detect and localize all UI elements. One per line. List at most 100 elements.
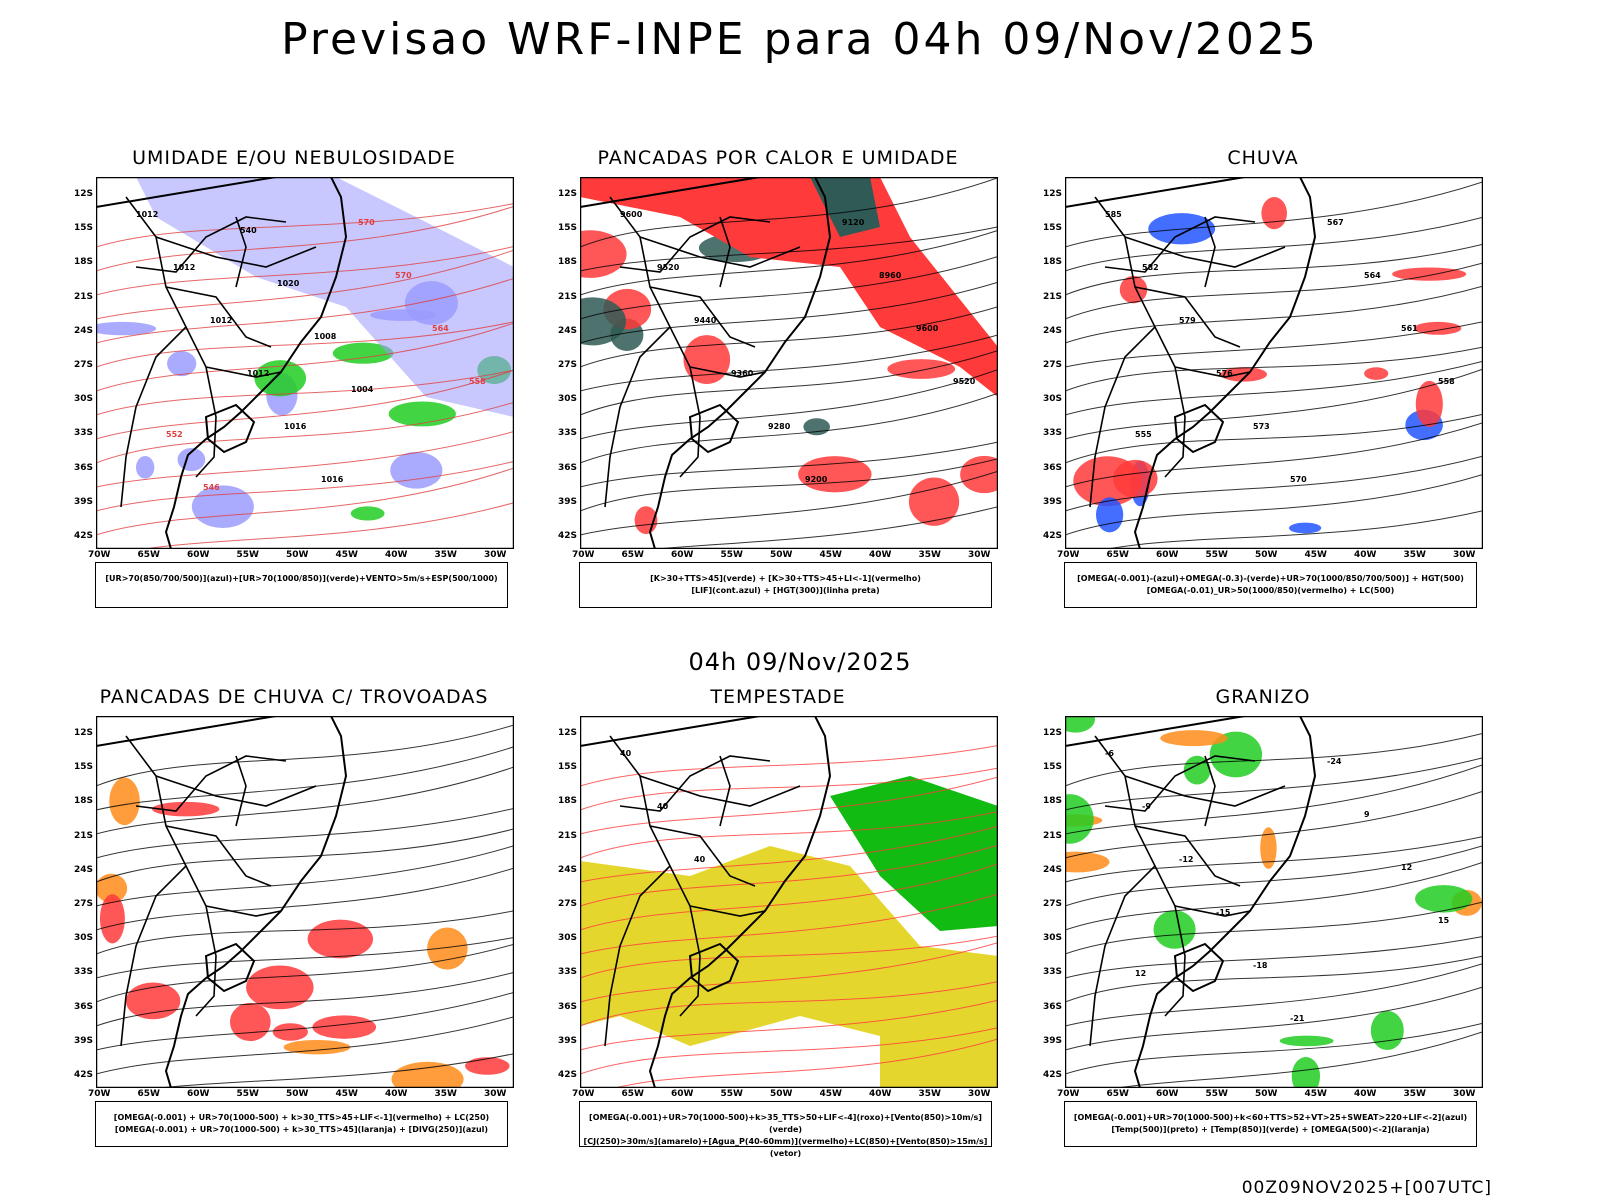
lon-tick-label: 45W: [1304, 550, 1327, 560]
lon-tick-label: 40W: [869, 1089, 892, 1099]
lat-tick-label: 21S: [558, 291, 578, 302]
lon-tick-label: 50W: [770, 1089, 793, 1099]
lon-tick-label: 60W: [1156, 1089, 1179, 1099]
lat-tick-label: 27S: [558, 360, 578, 370]
contour-label: 9520: [657, 263, 680, 272]
contour-label: -15: [1216, 908, 1231, 917]
panel-legend: [OMEGA(-0.001) + UR>70(1000-500) + k>30_…: [95, 1101, 508, 1147]
lat-tick-label: 15S: [1043, 762, 1063, 773]
lat-tick-label: 33S: [558, 967, 578, 978]
lon-tick-label: 65W: [621, 550, 644, 560]
geography: [96, 716, 348, 1088]
lat-tick-label: 15S: [74, 762, 94, 773]
legend-line: [Temp(500)](preto) + [Temp(850)](verde) …: [1111, 1125, 1430, 1134]
contour-label: 40: [657, 802, 669, 811]
contour-label: 9440: [694, 316, 717, 325]
lat-tick-label: 24S: [558, 864, 578, 875]
map-area: 1012 1012 1012 1012 1016 1016 570 570 564 558 552 5…: [96, 177, 514, 549]
contour-label: 1012: [210, 316, 232, 325]
lat-tick-label: 18S: [558, 796, 578, 807]
lat-tick-label: 12S: [1043, 728, 1063, 738]
panel-legend: [K>30+TTS>45](verde) + [K>30+TTS>45+LI<-…: [579, 562, 992, 608]
contour-label: 1008: [314, 332, 337, 341]
lat-tick-label: 33S: [74, 428, 94, 439]
contour-label: 1016: [284, 422, 307, 431]
contour-label: 1012: [173, 263, 195, 272]
legend-line: [UR>70(850/700/500)](azul)+[UR>70(1000/8…: [105, 574, 498, 583]
legend-line: [OMEGA(-0.001)-(azul)+OMEGA(-0.3)-(verde…: [1077, 574, 1464, 583]
lon-tick-label: 60W: [671, 1089, 694, 1099]
lat-tick-label: 39S: [1043, 1035, 1063, 1046]
lon-tick-label: 60W: [671, 550, 694, 560]
lat-tick-label: 33S: [74, 967, 94, 978]
lon-tick-label: 60W: [187, 1089, 210, 1099]
lon-tick-label: 30W: [968, 550, 991, 560]
contour-label: 1020: [277, 279, 300, 288]
lat-tick-label: 15S: [558, 223, 578, 234]
lon-tick-label: 45W: [335, 550, 358, 560]
lat-tick-label: 39S: [74, 496, 94, 507]
lon-tick-label: 70W: [1057, 1089, 1080, 1099]
field-shading: [580, 776, 998, 1088]
lon-tick-label: 55W: [236, 1089, 259, 1099]
lon-tick-label: 50W: [770, 550, 793, 560]
legend-line: [OMEGA(-0.001)+UR>70(1000-500)+k>35_TTS>…: [589, 1113, 982, 1134]
lat-tick-label: 21S: [74, 830, 94, 841]
contour-label: -21: [1290, 1014, 1305, 1023]
lon-tick-label: 30W: [1453, 1089, 1476, 1099]
lat-tick-label: 18S: [74, 257, 94, 268]
contour-label: 567: [1327, 218, 1344, 227]
contour-label: 570: [1290, 475, 1307, 484]
lon-tick-label: 70W: [572, 1089, 595, 1099]
panel-pancadas-calor: PANCADAS POR CALOR E UMIDADE 9600 9520 944…: [558, 147, 998, 627]
contour-label: 582: [1142, 263, 1159, 272]
contour-label: 40: [620, 749, 632, 758]
contour-label: 12: [1135, 969, 1146, 978]
lat-tick-label: 24S: [74, 325, 94, 336]
contour-label: 8960: [879, 271, 902, 280]
contour-label: 579: [1179, 316, 1196, 325]
lon-tick-label: 70W: [88, 1089, 111, 1099]
lat-tick-label: 30S: [1043, 394, 1063, 405]
footer-run-label: 00Z09NOV2025+[007UTC]: [1241, 1178, 1492, 1198]
lon-tick-label: 50W: [286, 1089, 309, 1099]
lat-tick-label: 36S: [1043, 1001, 1063, 1012]
lon-tick-label: 50W: [1255, 1089, 1278, 1099]
lat-tick-label: 36S: [558, 1001, 578, 1012]
contour-label: 558: [1438, 377, 1455, 386]
lon-tick-label: 50W: [1255, 550, 1278, 560]
panel-tempestade: TEMPESTADE 40 40 40 [OMEGA(-0.001)+UR>70(1…: [558, 686, 998, 1166]
contour-label: 9200: [805, 475, 828, 484]
lon-tick-label: 40W: [385, 550, 408, 560]
lon-tick-label: 45W: [335, 1089, 358, 1099]
legend-line: [CJ(250)>30m/s](amarelo)+[Agua_P(40-60mm…: [583, 1137, 988, 1158]
contour-label: 9600: [916, 324, 939, 333]
map-area: 9600 9520 9440 9360 9280 9200 9120 8960 9600 9520: [580, 177, 998, 549]
panel-umidade: UMIDADE E/OU NEBULOSIDADE 1012 1012 1012 10…: [74, 147, 514, 627]
lat-tick-label: 36S: [74, 462, 94, 473]
lat-tick-label: 21S: [1043, 830, 1063, 841]
map-background: [96, 716, 514, 1088]
lat-tick-label: 12S: [74, 189, 94, 199]
lon-tick-label: 40W: [869, 550, 892, 560]
contour-label: 1004: [351, 385, 374, 394]
lat-tick-label: 18S: [74, 796, 94, 807]
field-shading: [580, 177, 998, 535]
contour-label: 558: [469, 377, 486, 386]
lat-tick-label: 21S: [74, 291, 94, 302]
geography: [1065, 716, 1317, 1088]
map-area: 585 582 579 576 573 570 567 564 561 558 555: [1065, 177, 1483, 549]
lat-tick-label: 12S: [74, 728, 94, 738]
contour-label: -12: [1179, 855, 1193, 864]
lat-tick-label: 12S: [558, 728, 578, 738]
lon-tick-label: 65W: [137, 550, 160, 560]
lon-tick-label: 30W: [1453, 550, 1476, 560]
lon-tick-label: 30W: [484, 550, 507, 560]
lat-tick-label: 27S: [1043, 360, 1063, 370]
lon-tick-label: 45W: [819, 1089, 842, 1099]
contour-label: 9: [1364, 810, 1370, 819]
lon-tick-label: 40W: [385, 1089, 408, 1099]
sub-title: 04h 09/Nov/2025: [688, 648, 912, 676]
lon-tick-label: 35W: [918, 550, 941, 560]
lon-tick-label: 65W: [621, 1089, 644, 1099]
